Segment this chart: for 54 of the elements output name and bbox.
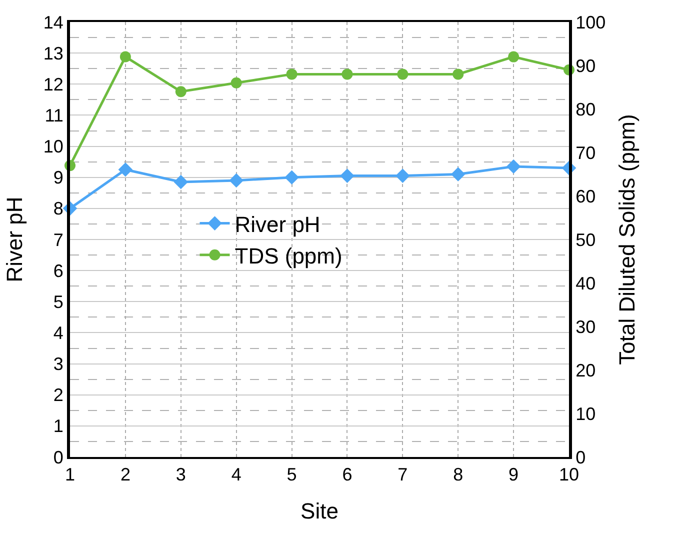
- y-tick-label: 12: [43, 74, 64, 94]
- y-tick-label: 10: [43, 136, 64, 157]
- y-axis-title: River pH: [2, 196, 28, 282]
- y2-tick-label: 30: [576, 316, 596, 337]
- point: [175, 86, 186, 98]
- point: [118, 162, 133, 177]
- y-tick-label: 0: [53, 447, 64, 468]
- y2-tick-label: 90: [576, 56, 596, 76]
- y-tick-label: 6: [53, 260, 64, 281]
- point: [229, 173, 244, 188]
- y-tick-label: 13: [43, 43, 64, 64]
- y2-tick-label: 70: [576, 142, 596, 163]
- x-tick-label: 8: [453, 464, 464, 484]
- x-tick-label: 9: [508, 464, 519, 484]
- y-tick-label: 7: [53, 230, 64, 250]
- point: [397, 68, 408, 80]
- point: [174, 174, 188, 190]
- x-axis-title: Site: [300, 498, 338, 524]
- y-tick-label: 14: [43, 12, 64, 32]
- y-tick-label: 2: [53, 385, 64, 406]
- x-tick-label: 3: [176, 464, 186, 484]
- y2-tick-label: 10: [576, 404, 596, 424]
- point: [284, 170, 299, 185]
- x-tick-label: 4: [231, 464, 242, 484]
- x-tick-label: 7: [398, 464, 408, 484]
- x-tick-label: 2: [120, 464, 130, 484]
- y-tick-label: 8: [53, 198, 64, 219]
- point: [342, 68, 353, 80]
- point: [506, 159, 521, 174]
- legend-label: TDS (ppm): [234, 243, 342, 268]
- y-tick-label: 3: [53, 354, 64, 374]
- y-tick-label: 11: [44, 106, 64, 126]
- y2-tick-label: 50: [576, 230, 596, 250]
- point: [230, 77, 242, 88]
- point: [396, 168, 410, 183]
- point: [508, 51, 520, 62]
- point: [120, 51, 131, 62]
- y2-tick-label: 100: [576, 12, 606, 32]
- y-tick-label: 4: [53, 323, 64, 344]
- y2-tick-label: 60: [576, 186, 596, 206]
- y-tick-label: 9: [53, 168, 64, 188]
- x-tick-label: 6: [342, 464, 352, 484]
- y-tick-label: 1: [53, 416, 64, 436]
- x-tick-label: 5: [286, 464, 297, 484]
- legend-label: River pH: [234, 212, 320, 237]
- point: [450, 167, 466, 182]
- y2-axis-title: Total Diluted Solids (ppm): [614, 114, 640, 365]
- y-tick-label: 5: [53, 292, 64, 312]
- point: [452, 68, 464, 80]
- point: [340, 168, 354, 183]
- y2-tick-label: 20: [576, 360, 596, 380]
- y2-tick-label: 80: [576, 99, 596, 120]
- point: [286, 68, 298, 80]
- y2-tick-label: 40: [576, 273, 596, 294]
